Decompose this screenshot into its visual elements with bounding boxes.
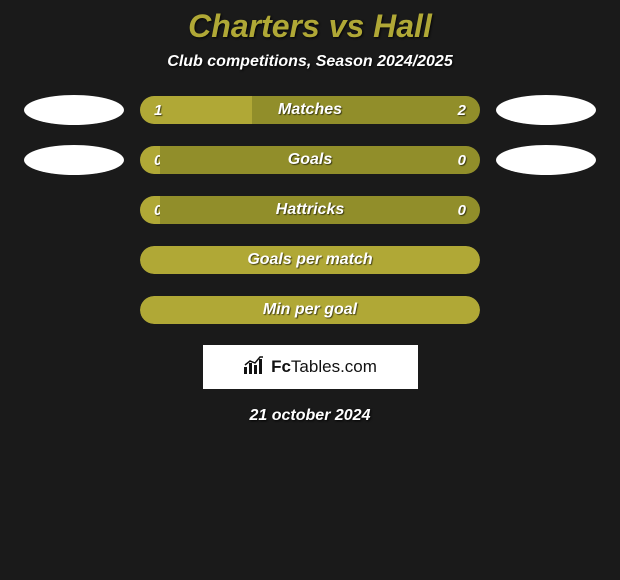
stat-label: Min per goal <box>263 301 357 319</box>
stat-row: 0 0 Goals <box>0 145 620 175</box>
page-title: Charters vs Hall <box>0 8 620 45</box>
stat-label: Hattricks <box>276 201 344 219</box>
stat-bar: 0 0 Hattricks <box>140 196 480 224</box>
stat-bar: Min per goal <box>140 296 480 324</box>
chart-icon <box>243 355 265 380</box>
brand-badge[interactable]: FcTables.com <box>203 345 418 389</box>
oval-placeholder <box>24 245 124 275</box>
stat-right-value: 2 <box>458 102 466 119</box>
stat-label: Goals per match <box>247 251 372 269</box>
stat-row: Goals per match <box>0 245 620 275</box>
oval-placeholder <box>496 295 596 325</box>
brand-text: FcTables.com <box>271 357 377 377</box>
stat-bar: 0 0 Goals <box>140 146 480 174</box>
team-oval-left <box>24 145 124 175</box>
team-oval-right <box>496 95 596 125</box>
stat-row: 0 0 Hattricks <box>0 195 620 225</box>
oval-placeholder <box>24 195 124 225</box>
oval-placeholder <box>496 195 596 225</box>
stat-left-segment: 1 <box>140 96 252 124</box>
stat-row: Min per goal <box>0 295 620 325</box>
team-oval-left <box>24 95 124 125</box>
stat-left-value: 1 <box>154 102 162 119</box>
stat-label: Goals <box>288 151 332 169</box>
oval-placeholder <box>24 295 124 325</box>
stat-left-segment: 0 <box>140 146 160 174</box>
subtitle: Club competitions, Season 2024/2025 <box>0 53 620 71</box>
stat-bars-container: 1 2 Matches 0 0 Goals 0 0 Hattricks Goals per mat… <box>0 95 620 325</box>
stat-bar: 1 2 Matches <box>140 96 480 124</box>
stat-right-value: 0 <box>458 202 466 219</box>
stat-left-segment: 0 <box>140 196 160 224</box>
stat-right-value: 0 <box>458 152 466 169</box>
stat-row: 1 2 Matches <box>0 95 620 125</box>
team-oval-right <box>496 145 596 175</box>
oval-placeholder <box>496 245 596 275</box>
date-label: 21 october 2024 <box>0 407 620 425</box>
stat-bar: Goals per match <box>140 246 480 274</box>
stats-card: Charters vs Hall Club competitions, Seas… <box>0 0 620 425</box>
stat-label: Matches <box>278 101 342 119</box>
